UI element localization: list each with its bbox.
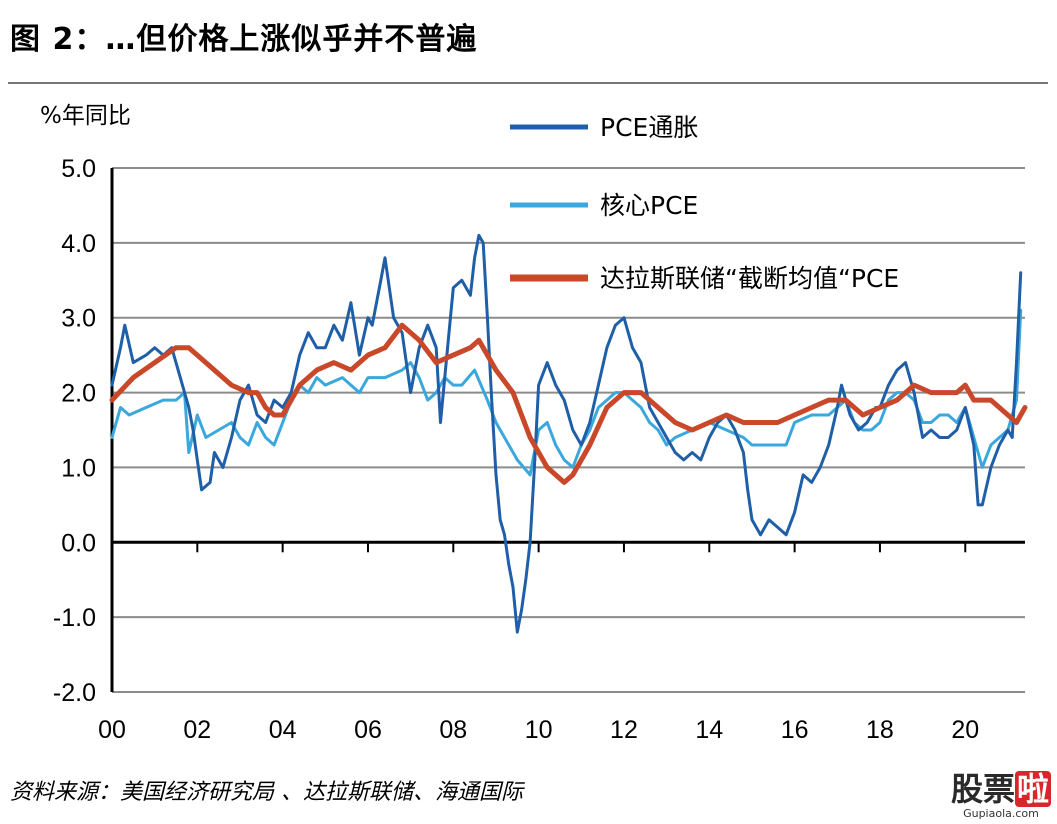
series-lines: [109, 233, 1028, 634]
y-axis-label: %年同比: [40, 103, 131, 129]
source-note: 资料来源：美国经济研究局 、达拉斯联储、海通国际: [10, 780, 523, 805]
x-tick-label: 20: [951, 716, 979, 744]
x-tick-label: 08: [439, 716, 467, 744]
series-line-pce: [110, 233, 1023, 634]
x-tick-label: 16: [781, 716, 809, 744]
x-tick-label: 10: [525, 716, 553, 744]
watermark-logo: 股票啦 Gupiaola.com: [951, 771, 1051, 820]
y-tick-label: 5.0: [61, 155, 96, 183]
legend-label-trimmed: 达拉斯联储“截断均值“PCE: [600, 264, 899, 293]
x-tick-label: 18: [866, 716, 894, 744]
watermark-url: Gupiaola.com: [963, 807, 1039, 820]
legend-label-core: 核心PCE: [600, 191, 698, 220]
y-tick-label: 4.0: [61, 230, 96, 258]
title-divider: [8, 82, 1048, 84]
y-tick-label: 0.0: [61, 529, 96, 557]
y-tick-label: -1.0: [53, 604, 96, 632]
series-line-core: [110, 308, 1023, 477]
x-tick-label: 06: [354, 716, 382, 744]
y-tick-label: 1.0: [61, 454, 96, 482]
watermark-badge: 啦: [1014, 770, 1051, 808]
y-tick-label: 2.0: [61, 380, 96, 408]
series-line-trimmed: [109, 322, 1028, 485]
axes: -2.0 -1.0 0.0 1.0 2.0 3.0 4.0 5.0 00 02 04 06 08 10 12…: [40, 103, 1025, 744]
x-tick-label: 14: [695, 716, 723, 744]
x-tick-label: 00: [98, 716, 126, 744]
legend-label-pce: PCE通胀: [600, 113, 698, 142]
line-chart: -2.0 -1.0 0.0 1.0 2.0 3.0 4.0 5.0 00 02 04 06 08 10 12…: [40, 103, 1028, 744]
gridlines: [112, 167, 1025, 693]
x-tick-label: 04: [269, 716, 297, 744]
x-tick-label: 12: [610, 716, 638, 744]
watermark-main-text: 股票啦: [950, 770, 1051, 808]
chart-title: 图 2：…但价格上涨似乎并不普遍: [10, 22, 478, 57]
y-tick-label: -2.0: [53, 679, 96, 707]
y-tick-label: 3.0: [61, 305, 96, 333]
x-tick-label: 02: [183, 716, 211, 744]
